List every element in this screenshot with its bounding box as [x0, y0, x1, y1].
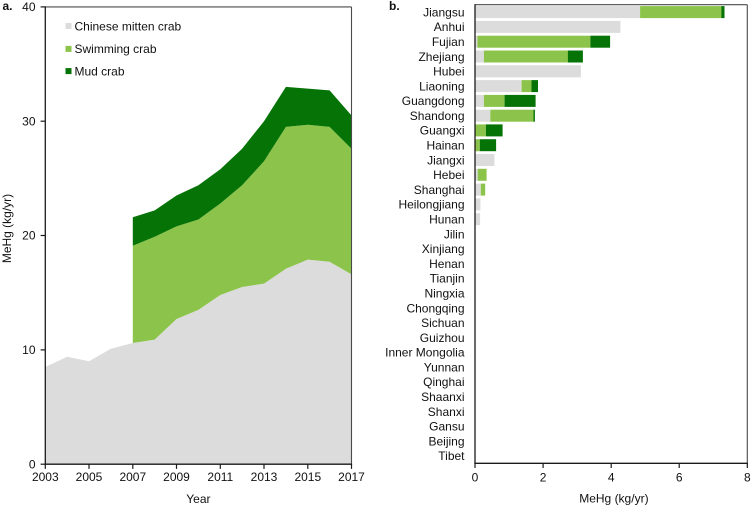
svg-text:Guangxi: Guangxi: [420, 124, 465, 138]
svg-text:b.: b.: [389, 0, 400, 13]
svg-text:Hainan: Hainan: [426, 139, 464, 153]
svg-text:Jiangxi: Jiangxi: [427, 153, 464, 167]
svg-text:2011: 2011: [207, 470, 233, 484]
svg-text:Zhejiang: Zhejiang: [418, 50, 464, 64]
svg-text:40: 40: [22, 0, 36, 14]
svg-text:0: 0: [29, 457, 36, 471]
svg-text:MeHg (kg/yr): MeHg (kg/yr): [579, 491, 648, 505]
svg-text:Shanghai: Shanghai: [414, 183, 465, 197]
svg-text:Shaanxi: Shaanxi: [421, 390, 464, 404]
svg-text:Beijing: Beijing: [428, 434, 464, 448]
svg-text:a.: a.: [3, 0, 13, 13]
svg-text:Sichuan: Sichuan: [421, 316, 464, 330]
svg-text:Hebei: Hebei: [433, 168, 464, 182]
svg-text:Heilongjiang: Heilongjiang: [398, 198, 464, 212]
svg-text:2013: 2013: [251, 470, 278, 484]
svg-text:2007: 2007: [119, 470, 146, 484]
svg-text:Hubei: Hubei: [433, 65, 464, 79]
svg-text:Jiangsu: Jiangsu: [423, 5, 464, 19]
svg-text:10: 10: [22, 343, 36, 357]
svg-text:6: 6: [676, 470, 683, 484]
svg-text:Inner Mongolia: Inner Mongolia: [385, 346, 465, 360]
svg-text:30: 30: [22, 114, 36, 128]
svg-text:Tibet: Tibet: [438, 449, 465, 463]
svg-text:Mud crab: Mud crab: [75, 64, 125, 78]
svg-text:4: 4: [608, 470, 615, 484]
svg-text:Henan: Henan: [429, 257, 464, 271]
svg-text:Year: Year: [186, 492, 210, 506]
svg-text:2003: 2003: [32, 470, 59, 484]
svg-text:Liaoning: Liaoning: [419, 79, 464, 93]
svg-text:Anhui: Anhui: [434, 20, 465, 34]
svg-text:Chinese mitten crab: Chinese mitten crab: [75, 19, 182, 33]
svg-text:Xinjiang: Xinjiang: [422, 242, 465, 256]
svg-text:Gansu: Gansu: [429, 420, 464, 434]
svg-text:2005: 2005: [76, 470, 103, 484]
svg-text:Shanxi: Shanxi: [428, 405, 465, 419]
svg-text:Yunnan: Yunnan: [424, 360, 465, 374]
svg-text:2017: 2017: [338, 470, 365, 484]
svg-text:Hunan: Hunan: [429, 213, 464, 227]
svg-text:8: 8: [744, 470, 751, 484]
svg-text:20: 20: [22, 229, 36, 243]
svg-text:Chongqing: Chongqing: [406, 301, 464, 315]
svg-text:2: 2: [540, 470, 547, 484]
svg-text:Qinghai: Qinghai: [423, 375, 464, 389]
svg-text:Guangdong: Guangdong: [402, 94, 465, 108]
svg-text:Guizhou: Guizhou: [420, 331, 465, 345]
svg-text:Tianjin: Tianjin: [430, 272, 465, 286]
svg-text:2015: 2015: [294, 470, 321, 484]
svg-text:Swimming crab: Swimming crab: [75, 42, 157, 56]
svg-text:Fujian: Fujian: [432, 35, 465, 49]
svg-text:MeHg (kg/yr): MeHg (kg/yr): [0, 194, 14, 263]
svg-text:0: 0: [472, 470, 479, 484]
svg-text:Shandong: Shandong: [410, 109, 465, 123]
svg-text:Jilin: Jilin: [444, 227, 465, 241]
svg-text:2009: 2009: [163, 470, 190, 484]
svg-text:Ningxia: Ningxia: [424, 287, 464, 301]
